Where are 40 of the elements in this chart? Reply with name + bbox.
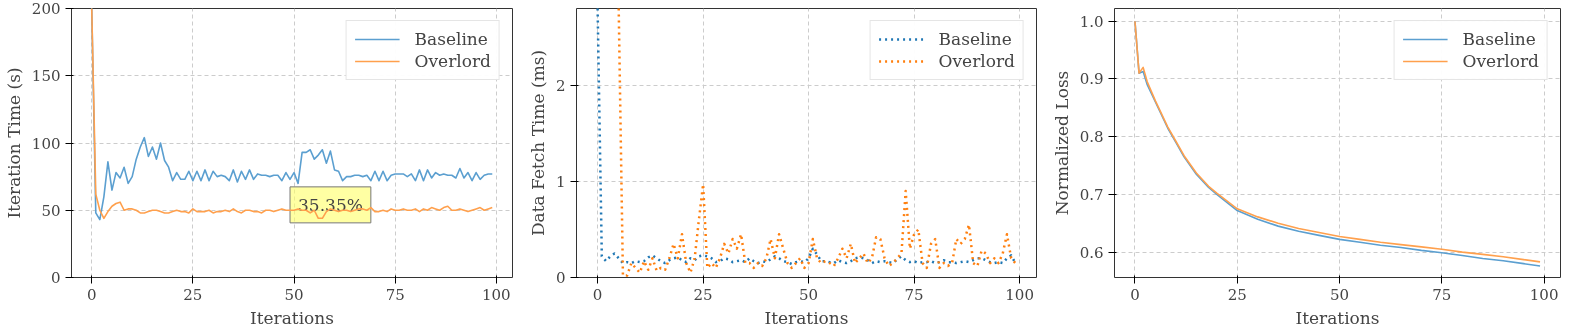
- y-tick-label: 0.8: [1079, 128, 1104, 147]
- x-tick-label: 0: [86, 285, 97, 304]
- x-tick-label: 50: [1330, 285, 1350, 304]
- legend-label: Overlord: [1462, 51, 1539, 71]
- y-tick-label: 0.6: [1079, 243, 1104, 262]
- y-tick-label: 200: [31, 0, 61, 18]
- x-tick-label: 50: [284, 285, 304, 304]
- y-axis-title: Iteration Time (s): [3, 67, 24, 219]
- legend-label: Baseline: [414, 29, 488, 49]
- legend-label: Overlord: [938, 51, 1015, 71]
- x-tick-label: 25: [693, 285, 713, 304]
- y-tick-label: 0: [50, 269, 61, 287]
- x-tick-label: 100: [482, 285, 511, 304]
- x-axis-title: Iterations: [249, 307, 335, 328]
- x-axis-title: Iterations: [764, 307, 849, 328]
- x-tick-label: 100: [1005, 285, 1034, 304]
- x-tick-label: 25: [183, 285, 203, 304]
- y-tick-label: 100: [31, 134, 61, 153]
- x-tick-label: 75: [385, 285, 405, 304]
- x-tick-label: 75: [904, 285, 924, 304]
- x-tick-label: 50: [799, 285, 819, 304]
- y-tick-label: 0.7: [1079, 185, 1104, 204]
- x-axis-title: Iterations: [1295, 307, 1380, 328]
- legend-label: Baseline: [938, 29, 1012, 49]
- y-tick-label: 1: [555, 172, 566, 191]
- x-tick-label: 0: [1130, 285, 1140, 304]
- y-tick-label: 1.0: [1079, 12, 1104, 31]
- y-tick-label: 50: [41, 201, 61, 220]
- y-tick-label: 2: [555, 76, 566, 95]
- y-tick-label: 0.9: [1079, 70, 1104, 89]
- x-tick-label: 25: [1227, 285, 1247, 304]
- x-tick-label: 0: [592, 285, 603, 304]
- y-tick-label: 0: [555, 269, 566, 287]
- y-tick-label: 150: [31, 67, 61, 86]
- x-tick-label: 100: [1529, 285, 1559, 304]
- y-axis-title: Normalized Loss: [1051, 70, 1072, 216]
- legend-label: Overlord: [414, 51, 491, 71]
- x-tick-label: 75: [1432, 285, 1452, 304]
- y-axis-title: Data Fetch Time (ms): [527, 49, 548, 237]
- legend-label: Baseline: [1462, 29, 1536, 49]
